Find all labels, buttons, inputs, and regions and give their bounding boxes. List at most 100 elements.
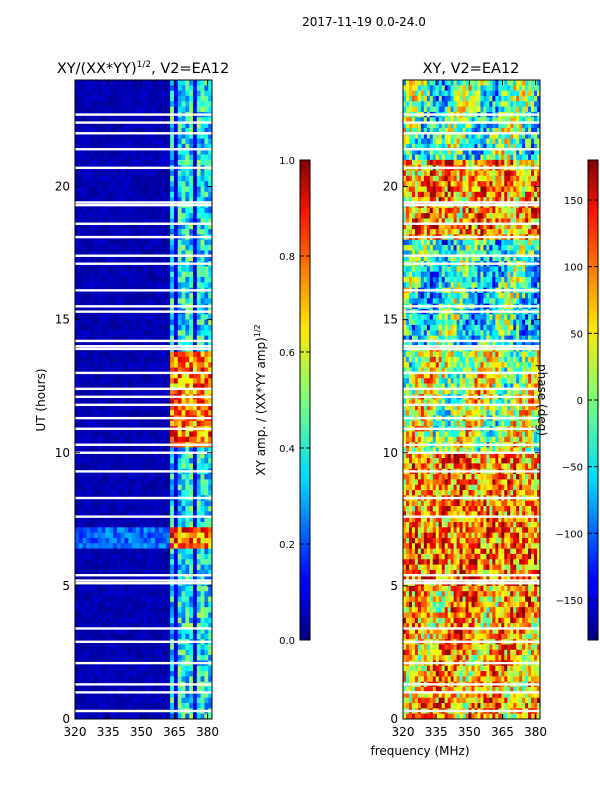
- heatmap-cell: [90, 537, 95, 544]
- heatmap-cell: [86, 463, 91, 470]
- heatmap-cell: [154, 463, 160, 470]
- heatmap-cell: [78, 644, 84, 651]
- heatmap-cell: [124, 452, 129, 459]
- heatmap-cell: [162, 383, 167, 390]
- heatmap-cell: [94, 474, 99, 480]
- heatmap-cell: [192, 186, 198, 193]
- heatmap-cell: [143, 665, 148, 672]
- heatmap-cell: [139, 293, 144, 299]
- heatmap-cell: [162, 607, 167, 613]
- heatmap-cell: [82, 207, 87, 214]
- heatmap-cell: [170, 612, 175, 619]
- heatmap-cell: [435, 106, 440, 113]
- heatmap-cell: [185, 245, 190, 251]
- heatmap-cell: [147, 149, 152, 155]
- heatmap-cell: [162, 293, 167, 299]
- heatmap-cell: [185, 649, 190, 656]
- heatmap-cell: [94, 170, 99, 177]
- heatmap-cell: [196, 127, 201, 134]
- heatmap-cell: [120, 122, 125, 129]
- heatmap-cell: [86, 623, 91, 629]
- y-tick-label: 20: [55, 180, 70, 194]
- heatmap-cell: [158, 516, 163, 523]
- heatmap-cell: [113, 239, 118, 246]
- heatmap-cell: [465, 95, 469, 102]
- heatmap-cell: [151, 255, 156, 262]
- heatmap-cell: [166, 484, 171, 491]
- heatmap-cell: [200, 671, 205, 677]
- heatmap-cell: [116, 484, 122, 491]
- heatmap-cell: [450, 80, 455, 86]
- heatmap-cell: [90, 521, 95, 528]
- heatmap-cell: [208, 703, 212, 709]
- heatmap-cell: [143, 649, 148, 656]
- heatmap-cell: [94, 521, 99, 528]
- heatmap-cell: [86, 282, 91, 289]
- heatmap-cell: [531, 138, 535, 145]
- heatmap-cell: [135, 175, 141, 182]
- heatmap-cell: [139, 85, 144, 92]
- heatmap-cell: [492, 90, 496, 97]
- heatmap-cell: [116, 601, 122, 608]
- heatmap-cell: [177, 559, 182, 565]
- heatmap-cell: [128, 516, 133, 523]
- heatmap-cell: [170, 527, 175, 534]
- heatmap-cell: [158, 159, 163, 166]
- heatmap-cell: [166, 591, 171, 597]
- heatmap-cell: [173, 511, 179, 518]
- heatmap-cell: [162, 319, 167, 326]
- heatmap-cell: [128, 623, 133, 629]
- heatmap-cell: [204, 367, 209, 374]
- heatmap-cell: [162, 335, 167, 342]
- heatmap-cell: [90, 101, 95, 108]
- heatmap-cell: [181, 484, 186, 491]
- heatmap-cell: [432, 122, 437, 129]
- heatmap-cell: [101, 170, 106, 177]
- heatmap-cell: [124, 569, 129, 576]
- heatmap-cell: [94, 612, 99, 619]
- heatmap-cell: [94, 548, 99, 555]
- heatmap-cell: [135, 127, 141, 134]
- heatmap-cell: [189, 511, 194, 518]
- heatmap-cell: [147, 154, 152, 161]
- heatmap-cell: [113, 591, 118, 597]
- heatmap-cell: [151, 601, 156, 608]
- heatmap-cell: [94, 282, 99, 289]
- heatmap-cell: [181, 282, 186, 289]
- heatmap-cell: [105, 229, 110, 235]
- heatmap-cell: [128, 601, 133, 608]
- heatmap-cell: [78, 362, 84, 368]
- heatmap-cell: [185, 351, 190, 358]
- heatmap-cell: [124, 591, 129, 597]
- heatmap-cell: [516, 122, 520, 129]
- heatmap-cell: [192, 410, 198, 416]
- heatmap-cell: [173, 612, 179, 619]
- heatmap-cell: [498, 85, 502, 92]
- heatmap-cell: [158, 154, 163, 161]
- heatmap-cell: [90, 186, 95, 193]
- heatmap-cell: [128, 372, 133, 379]
- heatmap-cell: [200, 490, 205, 496]
- heatmap-cell: [162, 399, 167, 406]
- heatmap-cell: [120, 703, 125, 709]
- heatmap-cell: [82, 511, 87, 518]
- heatmap-cell: [450, 122, 455, 129]
- heatmap-cell: [113, 181, 118, 187]
- heatmap-cell: [135, 181, 141, 187]
- heatmap-cell: [151, 628, 156, 635]
- heatmap-cell: [177, 95, 182, 102]
- heatmap-cell: [405, 106, 410, 113]
- flagged-row: [75, 347, 212, 351]
- heatmap-cell: [109, 324, 114, 331]
- heatmap-cell: [162, 564, 167, 571]
- heatmap-cell: [522, 80, 526, 86]
- heatmap-cell: [90, 223, 95, 230]
- heatmap-cell: [132, 511, 137, 518]
- heatmap-cell: [151, 703, 156, 709]
- heatmap-cell: [90, 117, 95, 124]
- heatmap-cell: [444, 122, 449, 129]
- heatmap-cell: [189, 378, 194, 384]
- heatmap-cell: [462, 106, 466, 113]
- heatmap-cell: [128, 399, 133, 406]
- heatmap-cell: [105, 644, 110, 651]
